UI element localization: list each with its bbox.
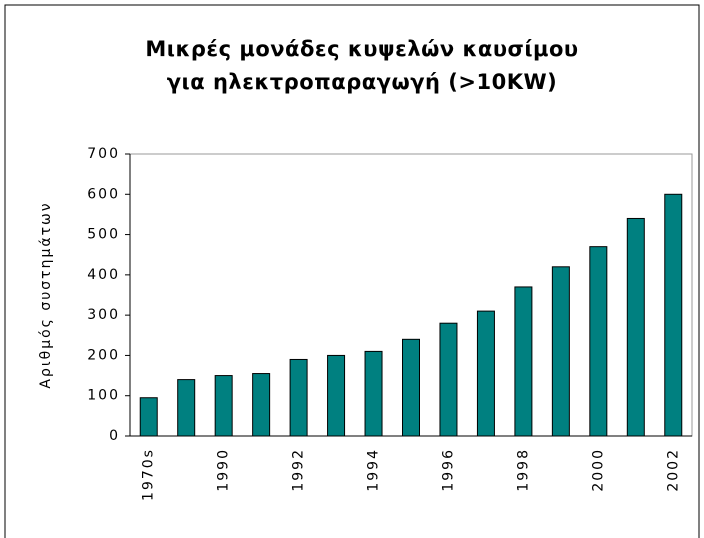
bar (664, 193, 683, 437)
x-tick-label: 1992 (291, 448, 307, 492)
bar (589, 246, 608, 437)
y-tick-label: 300 (87, 307, 120, 323)
y-tick-label: 0 (109, 428, 120, 444)
bar (626, 217, 645, 437)
bar (214, 375, 233, 437)
bar (514, 286, 533, 437)
x-tick-label: 1998 (515, 448, 531, 492)
x-tick-label: 2000 (590, 448, 606, 492)
x-tick-label: 1970s (141, 448, 157, 501)
bar (289, 358, 308, 437)
y-tick-label: 500 (87, 227, 120, 243)
y-axis-label: Αριθμός συστημάτων (38, 201, 54, 388)
bar (327, 354, 346, 437)
bar (177, 379, 196, 437)
y-tick-label: 700 (87, 146, 120, 162)
y-tick-label: 200 (87, 347, 120, 363)
bar (402, 338, 420, 437)
bar (364, 350, 383, 437)
x-tick-label: 1994 (366, 448, 382, 492)
y-tick-label: 400 (87, 267, 120, 283)
x-tick-label: 2002 (665, 448, 681, 492)
bar (439, 322, 458, 437)
chart-title: Μικρές μονάδες κυψελών καυσίμου (145, 37, 578, 61)
bar (551, 266, 570, 437)
chart-title: για ηλεκτροπαραγωγή (>10KW) (167, 70, 558, 94)
bar (476, 310, 495, 437)
y-tick-label: 100 (87, 388, 120, 404)
x-tick-label: 1990 (216, 448, 232, 492)
bar (139, 397, 158, 437)
x-tick-label: 1996 (440, 448, 456, 492)
chart-frame (4, 4, 700, 538)
bar (252, 373, 271, 437)
y-tick-label: 600 (87, 186, 120, 202)
